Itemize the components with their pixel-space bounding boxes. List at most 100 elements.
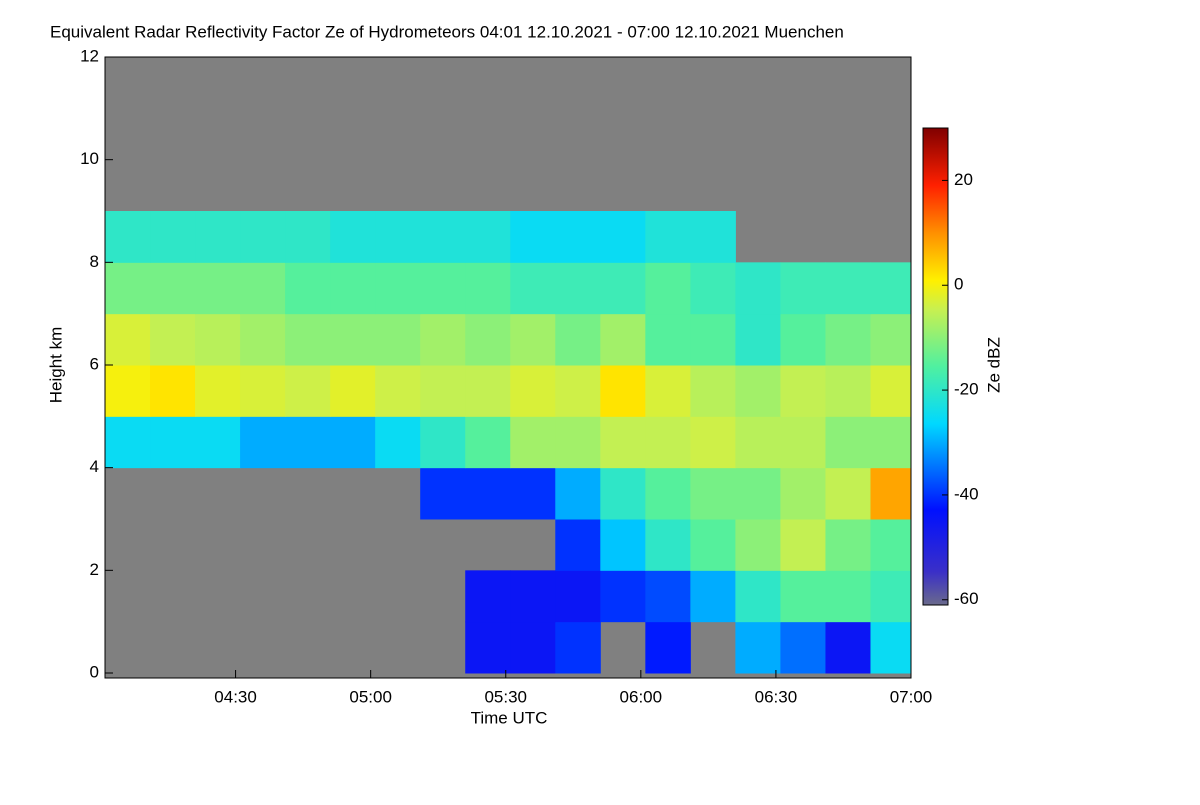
colorbar-tick-label: -40 [954, 484, 979, 503]
heatmap-cell [510, 262, 556, 315]
chart-title: Equivalent Radar Reflectivity Factor Ze … [50, 22, 844, 41]
heatmap-cell [150, 416, 196, 469]
heatmap-cell [510, 211, 556, 263]
heatmap-cell [105, 416, 151, 469]
heatmap-cell [600, 365, 646, 417]
heatmap-cell [555, 416, 601, 469]
heatmap-cell [420, 313, 466, 366]
heatmap-cell [735, 519, 781, 571]
heatmap-cell [735, 262, 781, 315]
plot-frame [104, 56, 912, 679]
heatmap-cell [105, 365, 151, 417]
heatmap-cell [645, 621, 691, 674]
heatmap-cell [555, 313, 601, 366]
colorbar-tick-label: -60 [954, 589, 979, 608]
heatmap-cell [105, 262, 151, 315]
heatmap-cell [465, 467, 511, 520]
heatmap-cell [510, 570, 556, 623]
heatmap-cell [465, 211, 511, 263]
heatmap-cell [825, 416, 871, 469]
heatmap-cell [510, 467, 556, 520]
x-tick-label: 06:30 [755, 687, 798, 706]
heatmap-cell [375, 416, 421, 469]
heatmap-cell [465, 365, 511, 417]
heatmap-cell [150, 211, 196, 263]
heatmap-cell [825, 519, 871, 571]
heatmap-cell [870, 365, 912, 417]
y-tick-label: 0 [90, 662, 99, 681]
x-tick-label: 04:30 [214, 687, 257, 706]
heatmap-cell [150, 365, 196, 417]
y-tick-label: 10 [80, 149, 99, 168]
x-tick-label: 05:30 [484, 687, 527, 706]
heatmap-cell [645, 570, 691, 623]
heatmap-cell [420, 467, 466, 520]
heatmap-cell [240, 211, 286, 263]
heatmap-cell [105, 313, 151, 366]
heatmap-cell [735, 365, 781, 417]
y-tick-label: 2 [90, 560, 99, 579]
heatmap-cell [735, 570, 781, 623]
heatmap-cell [690, 365, 736, 417]
heatmap-cell [690, 519, 736, 571]
y-tick-label: 8 [90, 252, 99, 271]
heatmap-cell [645, 262, 691, 315]
heatmap-cell [555, 262, 601, 315]
heatmap-cell [735, 313, 781, 366]
heatmap-cell [870, 519, 912, 571]
heatmap-cell [600, 211, 646, 263]
heatmap-cell [555, 621, 601, 674]
heatmap-cell [375, 211, 421, 263]
heatmap-cell [600, 570, 646, 623]
heatmap-cell [330, 416, 376, 469]
heatmap-cell [285, 262, 331, 315]
heatmap-cell [870, 570, 912, 623]
heatmap-cell [375, 313, 421, 366]
heatmap-cell [870, 313, 912, 366]
heatmap-cell [555, 211, 601, 263]
heatmap-cell [645, 467, 691, 520]
heatmap-cell [330, 211, 376, 263]
heatmap-cell [735, 621, 781, 674]
heatmap-cell [375, 365, 421, 417]
heatmap-cell [150, 262, 196, 315]
heatmap-cell [195, 313, 241, 366]
heatmap-cell [780, 570, 826, 623]
heatmap-cell [285, 211, 331, 263]
heatmap-cell [735, 416, 781, 469]
heatmap-cell [780, 467, 826, 520]
heatmap-cell [285, 365, 331, 417]
heatmap-cell [690, 313, 736, 366]
heatmap-cell [510, 365, 556, 417]
heatmap-cell [330, 365, 376, 417]
heatmap-cell [510, 621, 556, 674]
heatmap-cell [825, 365, 871, 417]
y-tick-label: 12 [80, 46, 99, 65]
colorbar-tick-label: 0 [954, 275, 963, 294]
heatmap-cell [420, 416, 466, 469]
heatmap-cell [330, 262, 376, 315]
heatmap-cell [465, 570, 511, 623]
heatmap-cell [825, 467, 871, 520]
heatmap-cell [465, 621, 511, 674]
heatmap-cell [240, 365, 286, 417]
heatmap-cell [600, 262, 646, 315]
heatmap-cell [465, 262, 511, 315]
heatmap-cell [780, 313, 826, 366]
colorbar [922, 127, 949, 606]
y-tick-label: 6 [90, 354, 99, 373]
heatmap-cell [150, 313, 196, 366]
heatmap-cell [555, 570, 601, 623]
y-tick-label: 4 [90, 457, 99, 476]
heatmap-cell [690, 416, 736, 469]
y-axis-label: Height km [46, 327, 65, 404]
heatmap-cell [240, 262, 286, 315]
heatmap-cell [780, 621, 826, 674]
heatmap-cell [195, 416, 241, 469]
heatmap-cell [375, 262, 421, 315]
heatmap-cell [690, 570, 736, 623]
heatmap-cell [600, 519, 646, 571]
heatmap-cell [735, 467, 781, 520]
heatmap-cell [555, 467, 601, 520]
